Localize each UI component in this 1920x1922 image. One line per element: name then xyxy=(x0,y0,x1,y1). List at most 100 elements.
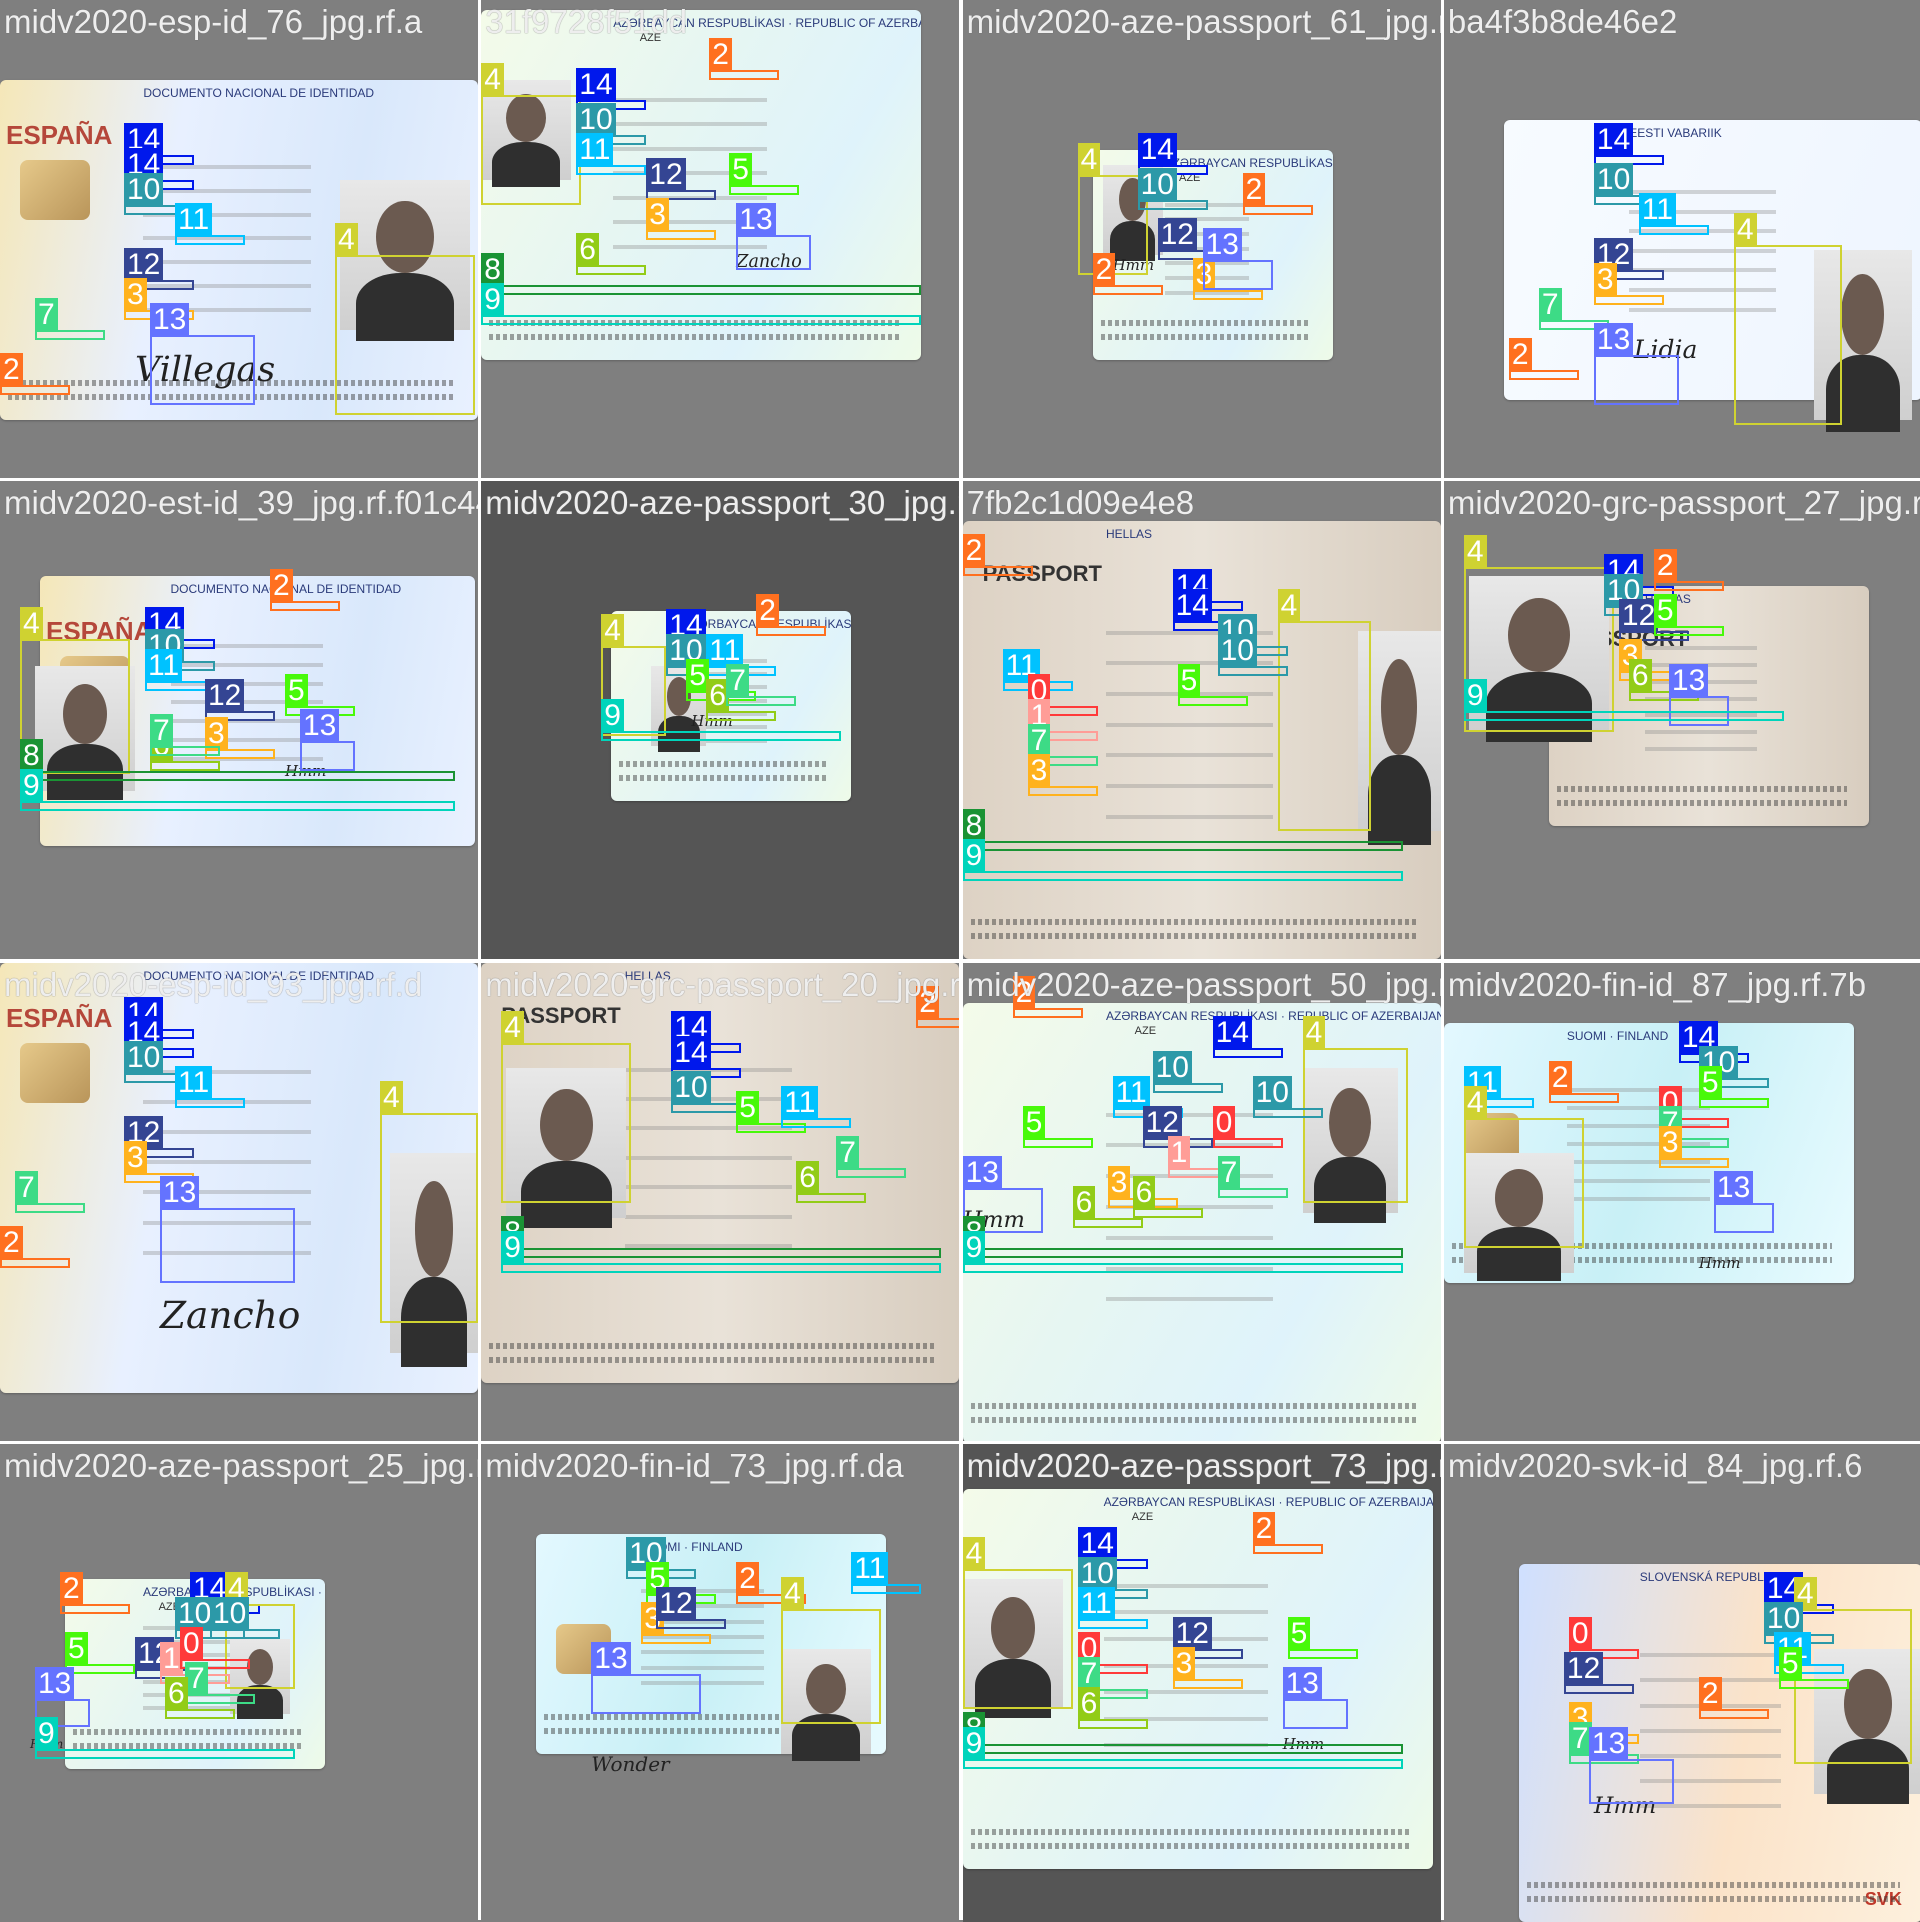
grid-separator-horizontal xyxy=(0,1440,1920,1444)
annotation-label-4: 4 xyxy=(1302,1015,1326,1050)
annotation-label-10: 10 xyxy=(576,103,616,137)
annotation-box xyxy=(736,1593,807,1604)
annotation-label-14: 14 xyxy=(671,1035,711,1070)
text-line xyxy=(1105,1204,1274,1209)
tile-12: AZƏRBAYCAN RESPUBLİKASI · REPUBLIC OF AZ… xyxy=(0,1443,478,1922)
country-name: ESPAÑA xyxy=(46,616,153,647)
annotation-label-6: 6 xyxy=(1077,1686,1101,1721)
mrz-line xyxy=(970,1416,1419,1423)
text-line xyxy=(143,188,311,193)
annotation-box xyxy=(380,1112,478,1323)
annotation-label-0: 0 xyxy=(1212,1105,1236,1140)
annotation-box xyxy=(1698,1097,1769,1108)
annotation-label-4: 4 xyxy=(1463,535,1487,570)
portrait-body xyxy=(1825,355,1901,432)
annotation-box xyxy=(962,1743,1403,1754)
text-line xyxy=(1164,217,1249,222)
text-line xyxy=(641,1681,764,1686)
annotation-label-7: 7 xyxy=(836,1135,859,1170)
annotation-box xyxy=(729,185,800,195)
mrz-line xyxy=(489,334,900,340)
annotation-label-6: 6 xyxy=(706,679,729,714)
text-line xyxy=(624,1214,792,1219)
annotation-box xyxy=(962,566,1033,577)
annotation-label-4: 4 xyxy=(1077,143,1101,177)
annotation-label-5: 5 xyxy=(1287,1616,1311,1651)
text-line xyxy=(170,681,323,686)
portrait-photo xyxy=(1302,1067,1398,1223)
text-line xyxy=(613,220,768,224)
text-line xyxy=(1644,713,1757,718)
annotation-label-9: 9 xyxy=(501,1230,524,1265)
annotation-label-13: 13 xyxy=(300,709,340,744)
annotation-label-7: 7 xyxy=(1217,1155,1241,1190)
document-header: SUOMI · FINLAND xyxy=(641,1539,743,1554)
annotation-label-11: 11 xyxy=(781,1085,819,1120)
annotation-label-9: 9 xyxy=(962,1726,986,1761)
text-line xyxy=(1105,661,1274,666)
annotation-label-5: 5 xyxy=(736,1090,759,1125)
text-line xyxy=(1629,209,1776,214)
text-line xyxy=(1629,229,1776,234)
annotation-label-10: 10 xyxy=(124,1040,164,1075)
annotation-label-10: 10 xyxy=(1593,163,1634,197)
signature: Hmm xyxy=(1698,1253,1741,1272)
tile-11: SUOMI · FINLAND Hmm 11 2 14 10 5 4 0 7 3 13 midv2020… xyxy=(1443,962,1920,1441)
annotation-box xyxy=(962,1247,1403,1258)
annotation-box xyxy=(481,315,922,325)
annotation-box xyxy=(300,741,355,772)
text-line xyxy=(1566,1178,1711,1183)
annotation-box xyxy=(150,335,255,405)
annotation-label-4: 4 xyxy=(962,1536,986,1571)
annotation-box xyxy=(35,1748,295,1759)
annotation-label-5: 5 xyxy=(1698,1065,1722,1100)
tile-15: SLOVENSKÁ REPUBLIKASVKHmm144101150122371… xyxy=(1443,1443,1920,1922)
text-line xyxy=(1639,1778,1781,1783)
annotation-label-0: 0 xyxy=(180,1626,203,1661)
tile-title: midv2020-esp-id_76_jpg.rf.a xyxy=(4,3,423,40)
annotation-label-2: 2 xyxy=(1508,338,1532,372)
annotation-label-14: 14 xyxy=(1212,1015,1252,1050)
text-line xyxy=(1644,646,1757,651)
annotation-label-5: 5 xyxy=(285,674,308,709)
text-line xyxy=(1105,784,1274,789)
mrz-line xyxy=(1526,1881,1900,1888)
annotation-label-2: 2 xyxy=(756,594,779,629)
annotation-label-3: 3 xyxy=(1107,1165,1131,1200)
annotation-label-7: 7 xyxy=(150,714,173,749)
text-line xyxy=(1644,747,1757,752)
tile-title: midv2020-aze-passport_73_jpg.rf.1 xyxy=(966,1446,1441,1484)
annotation-label-10: 10 xyxy=(210,1596,250,1631)
text-line xyxy=(624,1067,792,1072)
annotation-label-14: 14 xyxy=(1593,123,1634,157)
annotation-label-2: 2 xyxy=(962,534,986,569)
signature: Hmm xyxy=(691,712,733,731)
text-line xyxy=(641,1650,764,1655)
portrait-body xyxy=(355,273,455,341)
annotation-label-8: 8 xyxy=(962,809,986,844)
annotation-label-2: 2 xyxy=(1653,549,1677,584)
annotation-label-4: 4 xyxy=(380,1080,403,1115)
text-line xyxy=(143,212,311,217)
mrz-line xyxy=(970,1842,1411,1849)
text-line xyxy=(1103,1583,1269,1588)
document-header: HELLAS xyxy=(1105,527,1153,542)
mrz-line xyxy=(544,1727,865,1734)
annotation-box xyxy=(781,1608,882,1724)
portrait-body xyxy=(492,142,561,187)
annotation-label-3: 3 xyxy=(1172,1646,1196,1681)
annotation-label-4: 4 xyxy=(1277,589,1301,624)
annotation-label-6: 6 xyxy=(1132,1175,1156,1210)
annotation-label-14: 14 xyxy=(576,68,616,102)
annotation-label-13: 13 xyxy=(1282,1666,1322,1701)
country-code: AZE xyxy=(158,1600,180,1613)
annotation-label-13: 13 xyxy=(1668,664,1709,699)
annotation-label-6: 6 xyxy=(576,233,599,267)
annotation-box xyxy=(962,871,1403,882)
annotation-box xyxy=(150,746,220,757)
annotation-label-4: 4 xyxy=(781,1576,804,1611)
text-line xyxy=(683,672,768,677)
annotation-label-11: 11 xyxy=(1112,1075,1150,1110)
annotation-box xyxy=(1713,1202,1774,1233)
annotation-box xyxy=(1778,1678,1849,1689)
